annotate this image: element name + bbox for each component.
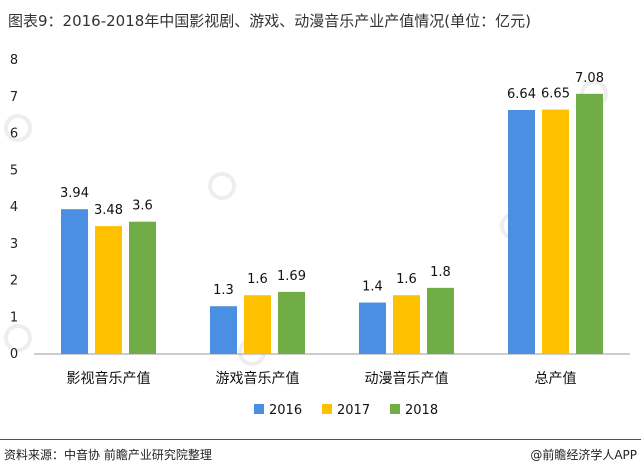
data-label: 3.48 [94, 203, 123, 218]
watermark-logo-mark [208, 172, 236, 200]
category-labels: 影视音乐产值 游戏音乐产值 动漫音乐产值 总产值 [67, 370, 577, 387]
y-tick-label: 8 [10, 53, 18, 68]
category-label: 动漫音乐产值 [365, 370, 449, 387]
data-label: 6.64 [507, 87, 536, 102]
data-label: 3.94 [60, 186, 89, 201]
footer-divider [0, 439, 641, 440]
bar-2017-1 [244, 295, 271, 354]
data-label: 1.3 [213, 283, 234, 298]
y-axis-labels: 0 1 2 3 4 5 6 7 8 [10, 53, 18, 362]
source-note: 资料来源：中音协 前瞻产业研究院整理 [4, 448, 212, 462]
watermark-logo-mark [4, 114, 32, 142]
legend-label-2018: 2018 [405, 403, 438, 418]
y-tick-label: 3 [10, 237, 18, 252]
data-label: 7.08 [575, 71, 604, 86]
data-label: 1.69 [277, 269, 306, 284]
legend-label-2017: 2017 [337, 403, 370, 418]
bar-2017-3 [542, 109, 569, 354]
bar-2017-2 [393, 295, 420, 354]
chart-title: 图表9：2016-2018年中国影视剧、游戏、动漫音乐产业产值情况(单位：亿元) [8, 12, 532, 30]
legend: 2016 2017 2018 [254, 403, 438, 418]
bar-2016-0 [61, 209, 88, 354]
bar-2016-2 [359, 302, 386, 354]
data-label: 1.4 [362, 280, 383, 295]
legend-swatch-2016 [254, 404, 264, 414]
legend-swatch-2017 [322, 404, 332, 414]
y-tick-label: 4 [10, 200, 18, 215]
data-labels-layer: 3.94 3.48 3.6 1.3 1.6 1.69 1.4 1.6 1.8 6.64 6.65 7.… [60, 71, 604, 298]
data-label: 1.6 [396, 272, 417, 287]
legend-swatch-2018 [390, 404, 400, 414]
data-label: 1.8 [430, 265, 451, 280]
y-tick-label: 5 [10, 163, 18, 178]
credit-note: @前瞻经济学人APP [530, 448, 637, 462]
bar-2018-3 [576, 93, 603, 354]
data-label: 6.65 [541, 87, 570, 102]
bar-2018-0 [129, 221, 156, 354]
y-tick-label: 0 [10, 347, 18, 362]
category-label: 影视音乐产值 [67, 370, 151, 387]
data-label: 1.6 [247, 272, 268, 287]
y-tick-label: 7 [10, 90, 18, 105]
legend-label-2016: 2016 [269, 403, 302, 418]
data-label: 3.6 [132, 199, 153, 214]
bars-layer [61, 93, 603, 354]
bar-2016-3 [508, 109, 535, 354]
bar-2018-1 [278, 291, 305, 354]
category-label: 游戏音乐产值 [216, 370, 300, 387]
y-tick-label: 6 [10, 127, 18, 142]
category-label: 总产值 [535, 371, 577, 387]
bar-2018-2 [427, 287, 454, 354]
watermark-logo-mark [4, 324, 32, 352]
y-tick-label: 1 [10, 310, 18, 325]
bar-2016-1 [210, 306, 237, 354]
bar-2017-0 [95, 226, 122, 354]
y-tick-label: 2 [10, 274, 18, 289]
